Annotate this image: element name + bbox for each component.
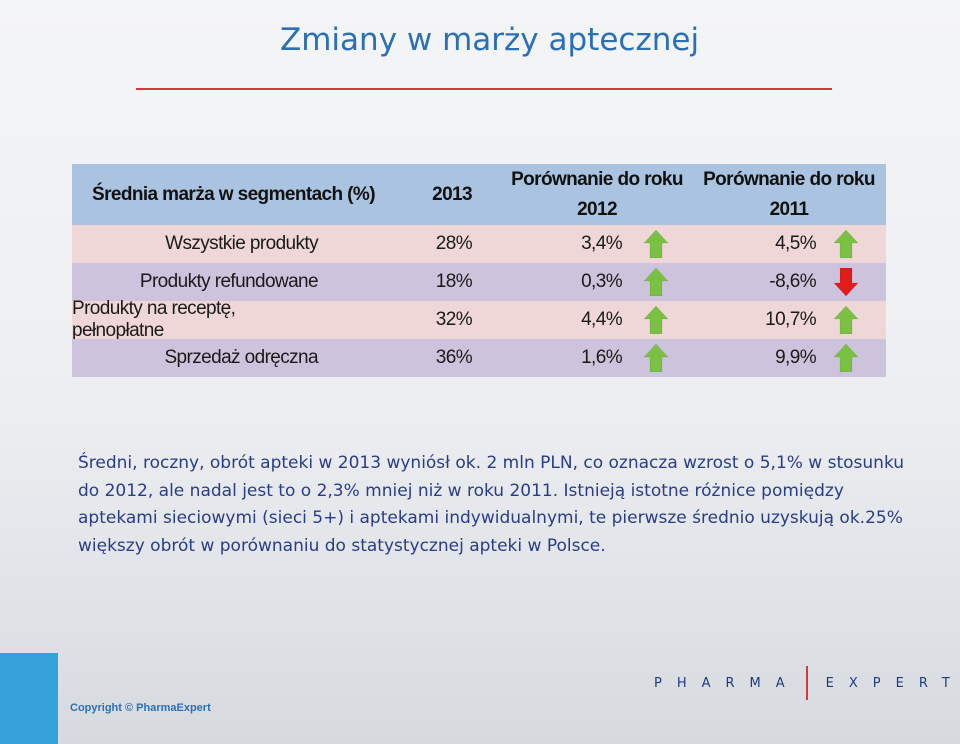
copyright-text: Copyright © PharmaExpert: [70, 702, 211, 714]
header-compare-2012-line2: 2012: [577, 199, 617, 220]
value-vs-2011: -8,6%: [769, 271, 816, 292]
arrow-down-icon: [833, 267, 859, 297]
segment-label: Produkty refundowane: [139, 271, 319, 292]
table-row: Produkty na receptę, pełnopłatne 32% 4,4…: [72, 298, 886, 341]
arrow-up-icon: [833, 343, 859, 373]
header-2013: 2013: [432, 183, 472, 205]
logo-word-expert: EXPERT: [825, 675, 960, 691]
arrow-up-icon: [643, 229, 669, 259]
value-2013: 18%: [435, 271, 473, 292]
header-compare-2011: Porównanie do roku 2011: [696, 166, 882, 224]
value-2013: 32%: [435, 309, 473, 330]
header-compare-2012-line1: Porównanie do roku: [511, 169, 683, 190]
value-vs-2011: 4,5%: [775, 233, 817, 254]
arrow-up-icon: [643, 305, 669, 335]
header-compare-2011-line1: Porównanie do roku: [703, 169, 875, 190]
value-vs-2012: 3,4%: [581, 233, 623, 254]
header-compare-2012: Porównanie do roku 2012: [504, 166, 690, 224]
margin-table: Średnia marża w segmentach (%) 2013 Poró…: [72, 164, 886, 377]
table-row: Sprzedaż odręczna 36% 1,6% 9,9%: [72, 339, 886, 377]
arrow-up-icon: [643, 343, 669, 373]
value-vs-2012: 0,3%: [581, 271, 623, 292]
corner-accent: [0, 653, 58, 744]
value-vs-2012: 1,6%: [581, 347, 623, 368]
page-title: Zmiany w marży aptecznej: [280, 22, 700, 58]
logo-divider: [805, 666, 808, 700]
value-vs-2011: 10,7%: [765, 309, 816, 330]
arrow-up-icon: [833, 229, 859, 259]
pharmaexpert-logo: PHARMA EXPERT: [654, 666, 960, 700]
title-underline: [136, 88, 832, 90]
value-vs-2011: 9,9%: [775, 347, 817, 368]
table-row: Wszystkie produkty 28% 3,4% 4,5%: [72, 225, 886, 263]
header-compare-2011-line2: 2011: [769, 199, 809, 220]
summary-paragraph: Średni, roczny, obrót apteki w 2013 wyni…: [78, 453, 905, 556]
logo-word-pharma: PHARMA: [654, 675, 800, 691]
value-2013: 28%: [435, 233, 473, 254]
arrow-up-icon: [643, 267, 669, 297]
header-segment: Średnia marża w segmentach (%): [92, 183, 376, 205]
table-header-row: Średnia marża w segmentach (%) 2013 Poró…: [72, 164, 886, 225]
value-vs-2012: 4,4%: [581, 309, 623, 330]
value-2013: 36%: [435, 347, 473, 368]
arrow-up-icon: [833, 305, 859, 335]
segment-label: Wszystkie produkty: [165, 233, 318, 254]
segment-label: Produkty na receptę, pełnopłatne: [72, 298, 236, 341]
segment-label: Sprzedaż odręczna: [164, 347, 318, 368]
table-row: Produkty refundowane 18% 0,3% -8,6%: [72, 263, 886, 301]
